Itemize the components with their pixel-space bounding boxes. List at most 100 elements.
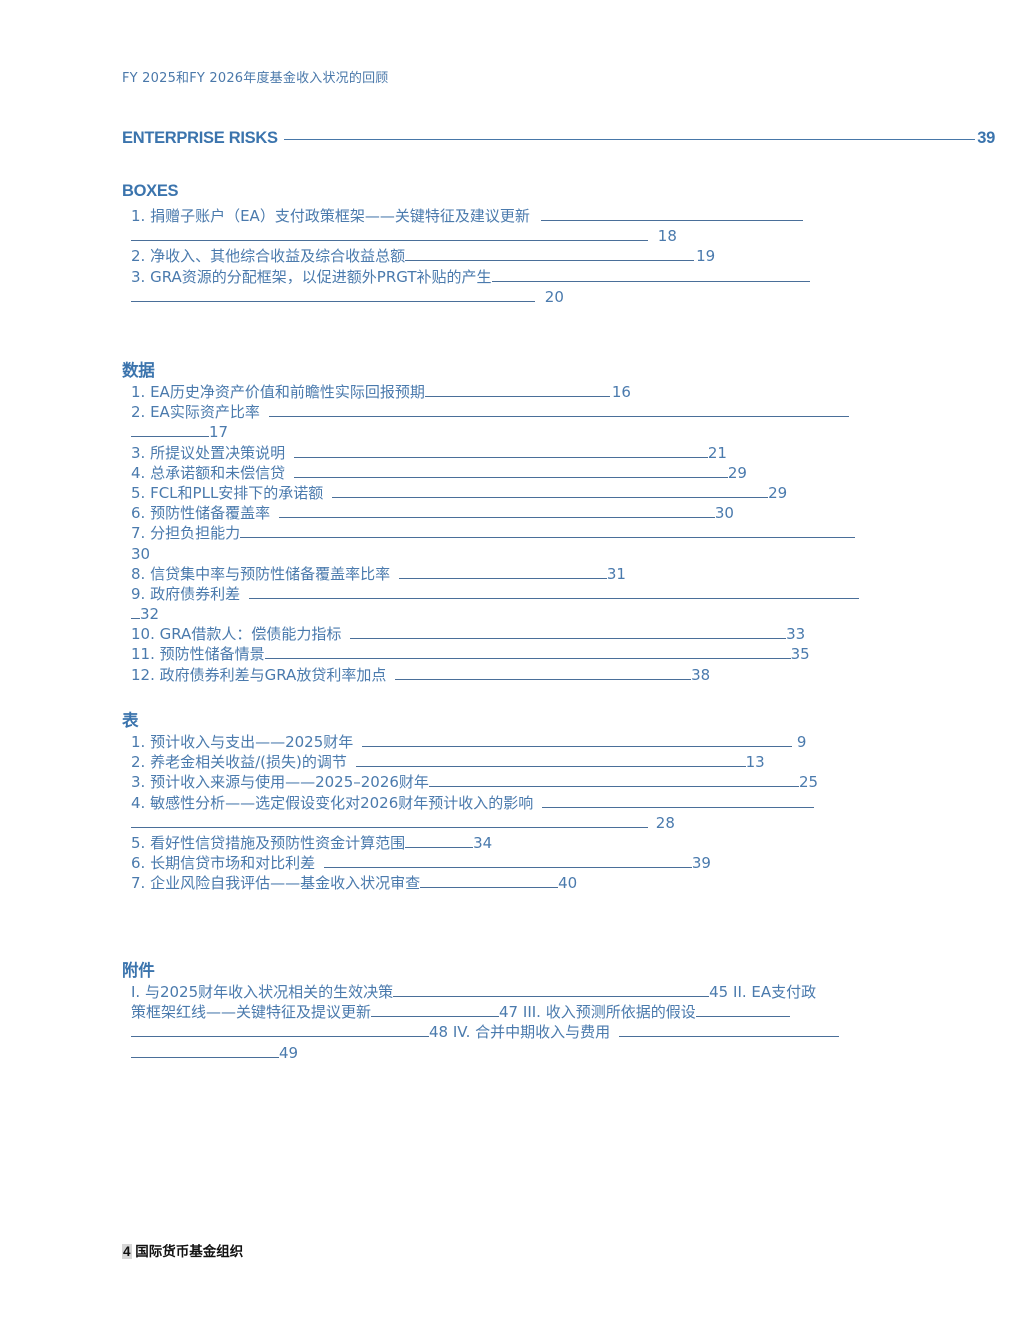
toc-entry-label: 4. 敏感性分析——选定假设变化对2026财年预计收入的影响: [131, 793, 534, 812]
leader-rule: [395, 665, 692, 680]
leader-rule: [355, 752, 746, 768]
toc-entry[interactable]: 9. 政府债券利差: [131, 584, 876, 604]
toc-entry-page: 21: [707, 443, 727, 462]
toc-entry[interactable]: 5. FCL和PLL安排下的承诺额 29: [131, 483, 876, 503]
toc-entry-page: 31: [606, 564, 626, 583]
toc-entry-label: 1. 捐赠子账户（EA）支付政策框架——关键特征及建议更新: [131, 207, 530, 225]
toc-entry-continuation[interactable]: 20: [131, 287, 876, 307]
toc-entry[interactable]: 4. 敏感性分析——选定假设变化对2026财年预计收入的影响: [131, 793, 876, 813]
toc-entry[interactable]: 1. 捐赠子账户（EA）支付政策框架——关键特征及建议更新: [131, 206, 876, 226]
leader-rule: [131, 604, 140, 620]
toc-list-boxes: 1. 捐赠子账户（EA）支付政策框架——关键特征及建议更新 18 2. 净收入、…: [131, 206, 876, 307]
toc-entry-page: 38: [691, 665, 711, 684]
leader-rule: [420, 873, 559, 889]
running-header: FY 2025和FY 2026年度基金收入状况的回顾: [122, 71, 389, 86]
toc-entry[interactable]: 4. 总承诺额和未偿信贷 29: [131, 463, 876, 483]
toc-entry[interactable]: 1. 预计收入与支出——2025财年 9: [131, 732, 876, 752]
leader-rule: [264, 644, 791, 660]
toc-annex-line[interactable]: 策框架红线——关键特征及提议更新 47 III. 收入预测所依据的假设: [131, 1002, 876, 1022]
toc-annex-line[interactable]: 49: [131, 1043, 876, 1063]
toc-entry[interactable]: 2. EA实际资产比率: [131, 402, 876, 422]
toc-entry-label: 12. 政府债券利差与GRA放贷利率加点: [131, 665, 387, 684]
toc-entry-label: 9. 政府债券利差: [131, 584, 241, 603]
leader-rule: [695, 1002, 790, 1018]
leader-rule: [542, 793, 815, 808]
leader-rule: [248, 584, 859, 599]
toc-entry-label: 7. 企业风险自我评估——基金收入状况审查: [131, 874, 421, 893]
section-heading-boxes: BOXES: [122, 182, 179, 200]
section-heading-figures: 数据: [122, 362, 155, 380]
leader-rule: [428, 772, 799, 788]
toc-entry[interactable]: 3. GRA资源的分配框架，以促进额外PRGT补贴的产生: [131, 267, 876, 287]
page-number: 4: [122, 1244, 132, 1259]
leader-rule: [131, 422, 209, 438]
toc-entry-page: 40: [558, 874, 578, 893]
toc-entry[interactable]: 6. 预防性储备覆盖率 30: [131, 503, 876, 523]
toc-entry-label: 6. 长期信贷市场和对比利差: [131, 854, 316, 873]
toc-entry[interactable]: 11. 预防性储备情景 35: [131, 644, 876, 664]
toc-entry-label: 5. 看好性信贷措施及预防性资金计算范围: [131, 833, 406, 852]
toc-entry-page: 30: [131, 544, 151, 563]
toc-entry-page: 39: [691, 854, 711, 873]
toc-entry[interactable]: 2. 养老金相关收益/(损失)的调节 13: [131, 752, 876, 772]
toc-entry[interactable]: 1. EA历史净资产价值和前瞻性实际回报预期 16: [131, 382, 876, 402]
toc-entry[interactable]: 3. 预计收入来源与使用——2025–2026财年 25: [131, 772, 876, 792]
leader-rule: [332, 483, 769, 498]
page-footer: 4 国际货币基金组织: [122, 1240, 243, 1260]
toc-entry-label: III. 收入预测所依据的假设: [522, 1003, 696, 1022]
toc-entry-label: 5. FCL和PLL安排下的承诺额: [131, 483, 324, 502]
toc-list-annexes: I. 与2025财年收入状况相关的生效决策 45 II. EA支付政 策框架红线—…: [131, 982, 876, 1063]
leader-rule: [131, 1022, 429, 1038]
toc-entry-continuation[interactable]: 30: [131, 544, 876, 564]
leader-rule: [362, 732, 793, 747]
toc-entry-page: 29: [727, 463, 747, 482]
toc-entry[interactable]: 7. 企业风险自我评估——基金收入状况审查 40: [131, 873, 876, 893]
toc-entry-page: 49: [279, 1043, 299, 1062]
toc-annex-line[interactable]: 48 IV. 合并中期收入与费用: [131, 1022, 876, 1042]
leader-rule: [350, 624, 787, 640]
toc-entry-page: 20: [544, 287, 564, 306]
toc-entry[interactable]: 10. GRA借款人：偿债能力指标 33: [131, 624, 876, 644]
section-heading-tables: 表: [122, 712, 139, 730]
leader-rule: [240, 523, 856, 539]
toc-list-figures: 1. EA历史净资产价值和前瞻性实际回报预期 16 2. EA实际资产比率 17 …: [131, 382, 876, 685]
leader-rule: [131, 226, 648, 242]
toc-entry-label: 3. 所提议处置决策说明: [131, 443, 286, 462]
toc-entry-label: IV. 合并中期收入与费用: [452, 1023, 611, 1042]
toc-entry-continuation[interactable]: 18: [131, 226, 876, 246]
leader-rule: [371, 1002, 500, 1018]
toc-entry-page: 47: [499, 1003, 519, 1022]
toc-entry-label: 2. 净收入、其他综合收益及综合收益总额: [131, 247, 406, 266]
toc-entry[interactable]: 8. 信贷集中率与预防性储备覆盖率比率 31: [131, 564, 876, 584]
toc-entry[interactable]: 2. 净收入、其他综合收益及综合收益总额 19: [131, 246, 876, 266]
toc-entry-continuation[interactable]: 32: [131, 604, 876, 624]
toc-entry-page: 35: [790, 645, 810, 664]
toc-entry-page: 29: [768, 483, 788, 502]
leader-rule: [131, 813, 648, 828]
toc-entry-page: 33: [786, 625, 806, 644]
toc-entry-page: 45: [709, 983, 729, 1001]
toc-entry-label: 3. 预计收入来源与使用——2025–2026财年: [131, 773, 429, 792]
section-heading-annexes: 附件: [122, 962, 155, 980]
toc-entry-page: 30: [714, 504, 734, 523]
toc-entry-continuation[interactable]: 17: [131, 422, 876, 442]
toc-entry-enterprise-risks[interactable]: ENTERPRISE RISKS 39: [122, 129, 995, 148]
leader-rule: [131, 1043, 279, 1058]
toc-entry-page: 9: [796, 733, 807, 751]
toc-entry[interactable]: 3. 所提议处置决策说明 21: [131, 443, 876, 463]
leader-rule: [323, 853, 692, 869]
leader-rule: [268, 402, 849, 418]
toc-entry[interactable]: 5. 看好性信贷措施及预防性资金计算范围 34: [131, 833, 876, 853]
toc-entry-continuation[interactable]: 28: [131, 813, 876, 833]
leader-rule: [491, 267, 810, 282]
toc-entry-label: 11. 预防性储备情景: [131, 645, 265, 664]
toc-entry[interactable]: 7. 分担负担能力: [131, 523, 876, 543]
toc-annex-line[interactable]: I. 与2025财年收入状况相关的生效决策 45 II. EA支付政: [131, 982, 876, 1002]
toc-entry[interactable]: 12. 政府债券利差与GRA放贷利率加点 38: [131, 665, 876, 685]
toc-entry[interactable]: 6. 长期信贷市场和对比利差 39: [131, 853, 876, 873]
toc-entry-page: 17: [209, 423, 229, 442]
dot-leader-rule: [283, 139, 976, 140]
footer-org-name: 国际货币基金组织: [135, 1244, 244, 1259]
toc-entry-page: 32: [140, 605, 160, 624]
toc-entry-label: 2. EA实际资产比率: [131, 403, 260, 422]
